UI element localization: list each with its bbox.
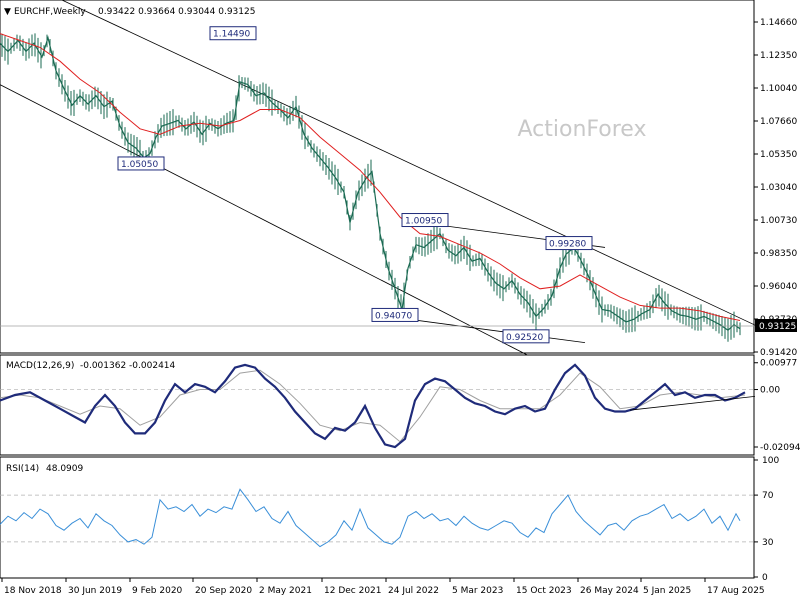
price-panel-ohlc: 0.93422 0.93664 0.93044 0.93125	[98, 7, 255, 17]
price-y-tick-label: 0.91420	[760, 348, 797, 358]
macd-series-signal	[0, 369, 746, 443]
price-annotation-box	[502, 329, 550, 344]
price-annotation-label: 0.92520	[506, 333, 543, 343]
price-annotation-label: 0.94070	[375, 311, 412, 321]
price-panel-title-arrow: ▼	[4, 7, 11, 17]
macd-series-macd	[0, 363, 746, 449]
x-tick-label: 5 Jan 2025	[643, 586, 691, 596]
rsi-panel-value: 48.0909	[46, 464, 83, 474]
x-tick-label: 26 May 2024	[580, 586, 639, 596]
rsi-series	[0, 488, 741, 548]
channel-trendline	[60, 0, 761, 328]
macd-y-tick-label: 0.00	[760, 386, 780, 396]
price-annotation-box	[545, 236, 593, 251]
price-panel-frame	[0, 0, 755, 354]
price-annotation-box	[371, 307, 419, 322]
price-annotation-box	[117, 156, 165, 171]
price-annotation-label: 1.00950	[405, 217, 442, 227]
x-tick-label: 12 Dec 2021	[324, 586, 382, 596]
price-y-tick-label: 1.05350	[760, 150, 797, 160]
price-y-tick-label: 1.10040	[760, 84, 797, 94]
price-panel: ActionForex 1.14490 1.05050 1.00950 0.99280…	[0, 0, 761, 357]
rsi-panel-frame	[0, 456, 755, 579]
macd-y-tick-label: -0.020949	[760, 443, 800, 453]
price-panel-title: EURCHF,Weekly	[14, 7, 86, 17]
channel-trendline	[0, 84, 531, 357]
rsi-panel: RSI(14) 48.0909	[0, 456, 755, 579]
price-y-tick-label: 1.14660	[760, 18, 797, 28]
macd-y-tick-label: 0.00977	[760, 359, 797, 369]
macd-panel-title: MACD(12,26,9)	[6, 361, 74, 371]
rsi-y-tick-label: 0	[762, 573, 768, 583]
macd-panel: MACD(12,26,9) -0.001362 -0.002414	[0, 354, 756, 456]
x-tick-label: 9 Feb 2020	[132, 586, 183, 596]
rsi-y-tick-label: 70	[762, 491, 774, 501]
x-tick-label: 18 Nov 2018	[4, 586, 62, 596]
x-tick-label: 24 Jul 2022	[388, 586, 439, 596]
moving-average-line	[0, 33, 741, 321]
price-y-tick-label: 1.12350	[760, 51, 797, 61]
price-panel-watermark: ActionForex	[518, 117, 647, 142]
rsi-y-tick-label: 30	[762, 538, 774, 548]
price-y-tick-label: 1.07660	[760, 117, 797, 127]
last-price-tag-label: 0.93125	[759, 322, 796, 332]
macd-panel-values: -0.001362 -0.002414	[80, 361, 176, 371]
x-tick-label: 5 Mar 2023	[452, 586, 503, 596]
price-y-tick-label: 1.03040	[760, 183, 797, 193]
last-price-tag-box	[755, 319, 797, 332]
macd-trendline	[629, 396, 756, 411]
x-tick-label: 20 Sep 2020	[195, 586, 252, 596]
price-annotation-box	[401, 213, 449, 228]
price-y-tick-label: 1.00730	[760, 216, 797, 226]
price-y-tick-label: 0.98350	[760, 249, 797, 259]
price-annotation-label: 1.05050	[121, 160, 158, 170]
price-y-tick-label: 0.96040	[760, 282, 797, 292]
x-tick-label: 2 May 2021	[259, 586, 312, 596]
macd-panel-frame	[0, 354, 755, 456]
x-tick-label: 17 Aug 2025	[707, 586, 765, 596]
price-annotation-box	[209, 26, 257, 41]
x-tick-label: 30 Jun 2019	[68, 586, 122, 596]
price-annotation-label: 0.99280	[549, 240, 586, 250]
rsi-panel-title: RSI(14)	[6, 464, 39, 474]
x-tick-label: 15 Oct 2023	[516, 586, 572, 596]
price-annotation-label: 1.14490	[213, 30, 250, 40]
rsi-y-tick-label: 100	[762, 456, 779, 466]
